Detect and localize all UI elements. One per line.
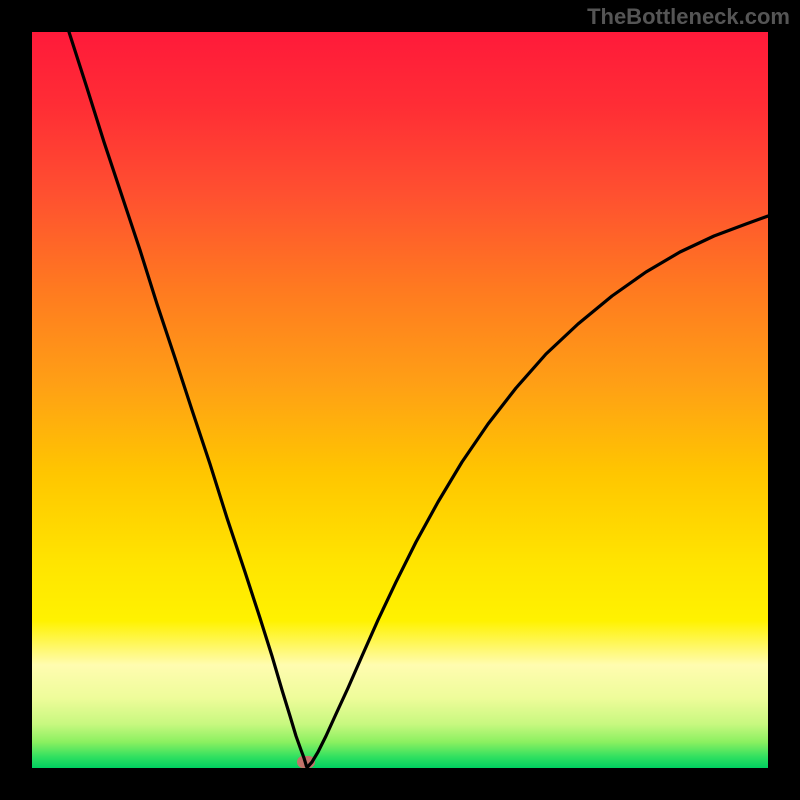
plot-area [32,32,768,768]
watermark-text: TheBottleneck.com [587,4,790,30]
chart-canvas: TheBottleneck.com [0,0,800,800]
plot-svg [32,32,768,768]
gradient-background [32,32,768,768]
